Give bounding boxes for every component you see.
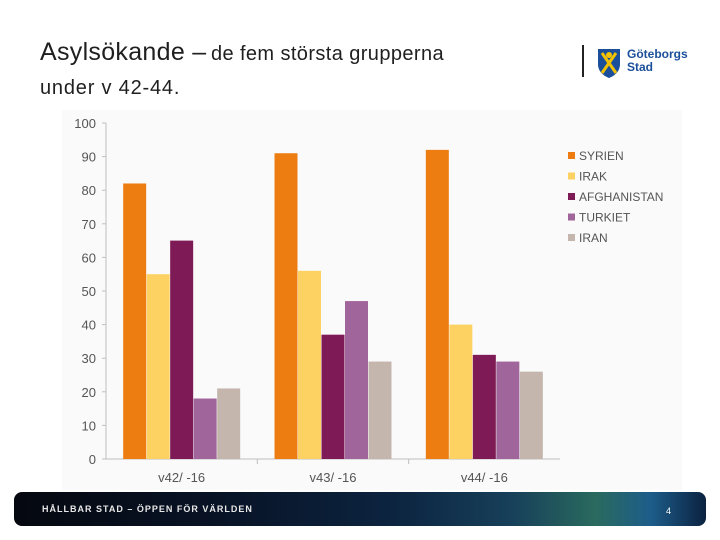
logo-text: Göteborgs Stad <box>627 48 688 74</box>
footer-text: HÅLLBAR STAD – ÖPPEN FÖR VÄRLDEN <box>42 504 253 514</box>
bar-turkiet-1 <box>193 398 217 459</box>
legend-swatch-syrien <box>568 152 575 159</box>
y-tick-label: 70 <box>82 217 96 232</box>
title-part-2: de fem största grupperna <box>210 43 445 65</box>
legend-swatch-iran <box>568 234 575 241</box>
y-tick-label: 80 <box>82 183 96 198</box>
y-tick-label: 0 <box>89 452 96 467</box>
bar-irak-3 <box>449 324 473 459</box>
bar-turkiet-3 <box>496 361 520 459</box>
y-tick-label: 30 <box>82 351 96 366</box>
bar-afghanistan-1 <box>170 240 194 459</box>
bar-irak-2 <box>298 270 321 459</box>
y-tick-label: 40 <box>82 318 96 333</box>
bar-irak-1 <box>146 274 170 459</box>
coat-of-arms-icon <box>598 49 620 78</box>
bar-turkiet-2 <box>345 301 368 459</box>
bar-syrien-3 <box>425 149 449 459</box>
legend-label-afghanistan: AFGHANISTAN <box>579 190 663 204</box>
bar-iran-1 <box>217 388 241 459</box>
y-tick-label: 20 <box>82 385 96 400</box>
title-part-3: under v 42-44. <box>40 77 181 99</box>
x-tick-label: v44/ -16 <box>461 470 508 485</box>
x-tick-label: v42/ -16 <box>158 470 205 485</box>
y-tick-label: 10 <box>82 418 96 433</box>
bar-chart-container: 0 10 20 30 40 50 60 70 80 90 100 v42/ -16 v43/ -16 v4… <box>62 110 682 490</box>
bar-afghanistan-3 <box>472 354 496 459</box>
bar-chart: 0 10 20 30 40 50 60 70 80 90 100 v42/ -16 v43/ -16 v4… <box>74 116 663 485</box>
legend-label-syrien: SYRIEN <box>579 149 624 163</box>
bar-iran-3 <box>519 371 543 459</box>
bar-afghanistan-2 <box>321 334 345 459</box>
legend-swatch-irak <box>568 172 575 180</box>
bar-syrien-2 <box>274 153 298 460</box>
legend-label-turkiet: TURKIET <box>579 211 631 225</box>
bar-iran-2 <box>368 361 392 459</box>
title-part-1: Asylsökande – <box>40 38 207 66</box>
legend-swatch-afghanistan <box>568 193 575 200</box>
logo-line-1: Göteborgs <box>627 47 688 61</box>
title-divider <box>582 45 584 77</box>
legend-label-iran: IRAN <box>579 231 608 245</box>
logo-line-2: Stad <box>627 60 654 74</box>
y-tick-label: 60 <box>82 250 96 265</box>
bar-syrien-1 <box>123 183 147 459</box>
legend-swatch-turkiet <box>568 213 575 221</box>
x-tick-label: v43/ -16 <box>310 470 357 485</box>
page-number: 4 <box>666 506 672 516</box>
y-tick-label: 90 <box>82 150 96 165</box>
y-tick-label: 100 <box>74 116 96 131</box>
goteborg-logo: Göteborgs Stad <box>594 46 694 80</box>
legend-label-irak: IRAK <box>579 170 607 184</box>
slide-title: Asylsökande – de fem största grupperna u… <box>40 36 580 104</box>
footer-banner: HÅLLBAR STAD – ÖPPEN FÖR VÄRLDEN <box>14 492 706 526</box>
y-tick-label: 50 <box>82 284 96 299</box>
